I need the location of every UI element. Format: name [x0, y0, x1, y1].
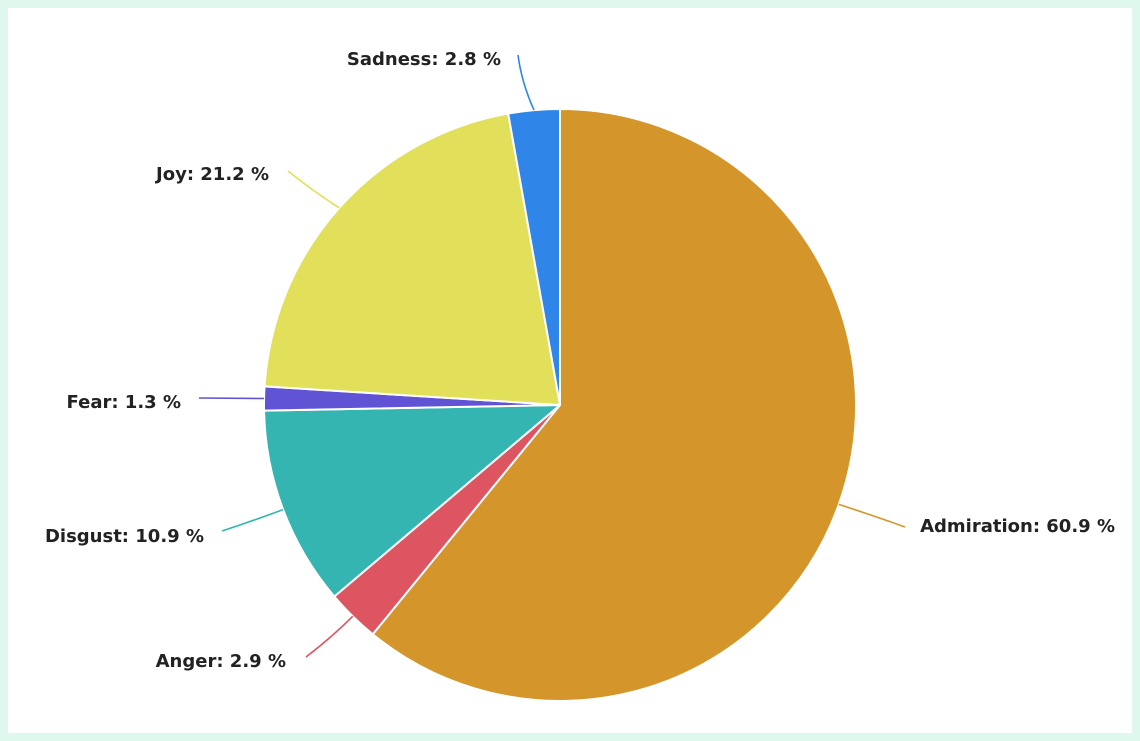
- pie-slice-disgust[interactable]: [263, 404, 561, 598]
- connector-admiration: [838, 503, 906, 528]
- connector-joy: [287, 170, 340, 209]
- slice-label-admiration: Admiration: 60.9 %: [920, 516, 1115, 537]
- connector-fear: [198, 397, 265, 400]
- slice-label-joy: Joy: 21.2 %: [154, 164, 269, 185]
- slice-labels: Admiration: 60.9 % Anger: 2.9 % Disgust: 1…: [45, 49, 1115, 672]
- slice-label-sadness: Sadness: 2.8 %: [347, 49, 501, 70]
- connector-disgust: [221, 508, 284, 532]
- slice-label-disgust: Disgust: 10.9 %: [45, 526, 204, 547]
- slice-label-anger: Anger: 2.9 %: [156, 651, 286, 672]
- connector-anger: [305, 615, 354, 658]
- slice-label-fear: Fear: 1.3 %: [67, 392, 181, 413]
- pie-slice-sadness[interactable]: [507, 108, 561, 406]
- label-connectors: [198, 54, 906, 658]
- connector-sadness: [517, 54, 535, 111]
- pie-slices: [262, 108, 857, 702]
